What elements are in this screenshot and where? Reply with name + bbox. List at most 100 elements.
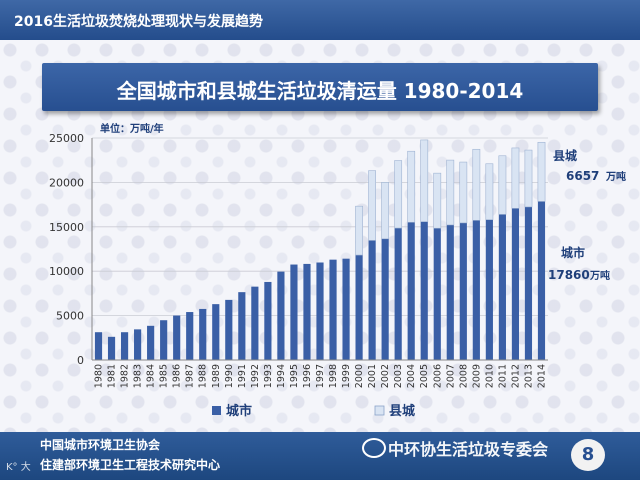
bar-county <box>407 150 416 223</box>
bar-city <box>94 332 103 360</box>
x-axis: 1980 1981 1982 1983 1984 1985 1986 1987 1988 1989… <box>94 364 548 388</box>
x-tick-label: 1988 <box>198 364 209 388</box>
bar-city <box>238 292 246 360</box>
x-tick-label: 1999 <box>341 364 352 388</box>
bar-city <box>251 286 259 360</box>
county-annotation-unit: 万吨 <box>605 170 626 183</box>
bar-city <box>342 258 350 360</box>
city-annotation-value: 17860 <box>548 268 590 282</box>
x-tick-label: 2000 <box>354 364 365 388</box>
x-tick-label: 1997 <box>315 364 326 388</box>
x-tick-label: 2006 <box>432 364 443 388</box>
x-tick-label: 2010 <box>484 364 495 388</box>
bar-city <box>368 240 376 360</box>
bar-city <box>329 259 337 360</box>
chart-title: 全国城市和县城生活垃圾清运量 1980-2014 <box>116 79 524 103</box>
bar-city <box>277 271 285 360</box>
bar-county <box>368 170 376 241</box>
bar-city <box>225 299 233 360</box>
legend-swatch-city <box>212 406 221 415</box>
bar-city <box>147 325 155 360</box>
bar-county <box>420 139 429 222</box>
x-tick-label: 1980 <box>94 364 105 388</box>
y-tick-label: 25000 <box>49 132 84 145</box>
bar-city <box>485 219 493 360</box>
x-tick-label: 1991 <box>237 364 248 388</box>
y-tick-label: 20000 <box>49 176 84 189</box>
county-annotation-label: 县城 <box>553 148 577 163</box>
x-tick-label: 2005 <box>419 364 430 388</box>
x-tick-label: 1987 <box>185 364 196 388</box>
bar-city <box>498 214 506 360</box>
x-tick-label: 2013 <box>523 364 534 388</box>
bar-county <box>394 160 403 229</box>
watermark-text: 中环协生活垃圾专委会 <box>388 440 549 459</box>
x-tick-label: 1990 <box>224 364 235 388</box>
city-annotation-unit: 万吨 <box>589 269 610 282</box>
bar-city <box>160 320 168 360</box>
bar-city <box>420 221 428 360</box>
bar-city <box>537 201 546 360</box>
county-annotation-value: 6657 <box>566 169 599 183</box>
legend-label-county: 县城 <box>389 403 415 419</box>
x-tick-label: 1995 <box>289 364 300 388</box>
bar-county <box>459 161 468 224</box>
x-tick-label: 2012 <box>510 364 521 388</box>
city-annotation-label: 城市 <box>561 245 585 260</box>
bar-county <box>381 182 390 240</box>
x-tick-label: 1981 <box>107 364 118 388</box>
bar-city <box>524 206 533 360</box>
bar-county <box>537 141 546 202</box>
bar-county <box>511 147 520 209</box>
bar-county <box>498 155 507 215</box>
bar-city <box>134 329 142 360</box>
bar-city <box>446 224 454 360</box>
x-tick-label: 1994 <box>276 364 287 388</box>
x-tick-label: 1996 <box>302 364 313 388</box>
x-tick-label: 1985 <box>159 364 170 388</box>
bar-city <box>394 228 402 360</box>
x-tick-label: 1983 <box>133 364 144 388</box>
bar-city <box>511 208 520 360</box>
x-tick-label: 1998 <box>328 364 339 388</box>
footer-org-2: 住建部环境卫生工程技术研究中心 <box>40 458 221 472</box>
bar-city <box>199 308 207 360</box>
page-number: 8 <box>571 439 605 471</box>
bar-city <box>212 304 220 360</box>
bar-city <box>316 262 324 360</box>
x-tick-label: 2002 <box>380 364 391 388</box>
x-tick-label: 1993 <box>263 364 274 388</box>
bar-city <box>355 255 363 360</box>
y-tick-label: 15000 <box>49 221 84 234</box>
bar-city <box>407 222 415 360</box>
x-tick-label: 2004 <box>406 364 417 388</box>
bar-city <box>186 312 194 360</box>
x-tick-label: 1989 <box>211 364 222 388</box>
bar-county <box>446 159 455 226</box>
footer-org-1: 中国城市环境卫生协会 <box>40 438 161 452</box>
bar-city <box>120 332 129 360</box>
chart-bars <box>94 139 546 360</box>
x-tick-label: 2001 <box>367 364 378 388</box>
bar-city <box>472 220 480 360</box>
x-tick-label: 1984 <box>146 364 157 388</box>
y-axis: 0 5000 10000 15000 20000 25000 <box>49 132 84 367</box>
x-tick-label: 2011 <box>497 364 508 388</box>
chart-title-banner: 全国城市和县城生活垃圾清运量 1980-2014 <box>42 63 598 111</box>
header-title: 2016生活垃圾焚烧处理现状与发展趋势 <box>14 14 263 30</box>
x-tick-label: 2008 <box>458 364 469 388</box>
x-tick-label: 2009 <box>471 364 482 388</box>
bar-county <box>485 163 494 220</box>
bar-county <box>433 172 442 229</box>
legend-swatch-county <box>374 405 385 416</box>
y-tick-label: 10000 <box>49 265 84 278</box>
x-tick-label: 1992 <box>250 364 261 388</box>
bar-city <box>459 222 467 360</box>
bar-county <box>472 148 481 221</box>
unit-label: 单位：万吨/年 <box>100 122 164 135</box>
y-tick-label: 0 <box>77 354 84 367</box>
x-tick-label: 1986 <box>172 364 183 388</box>
bar-city <box>303 263 311 360</box>
bar-county <box>524 149 533 208</box>
